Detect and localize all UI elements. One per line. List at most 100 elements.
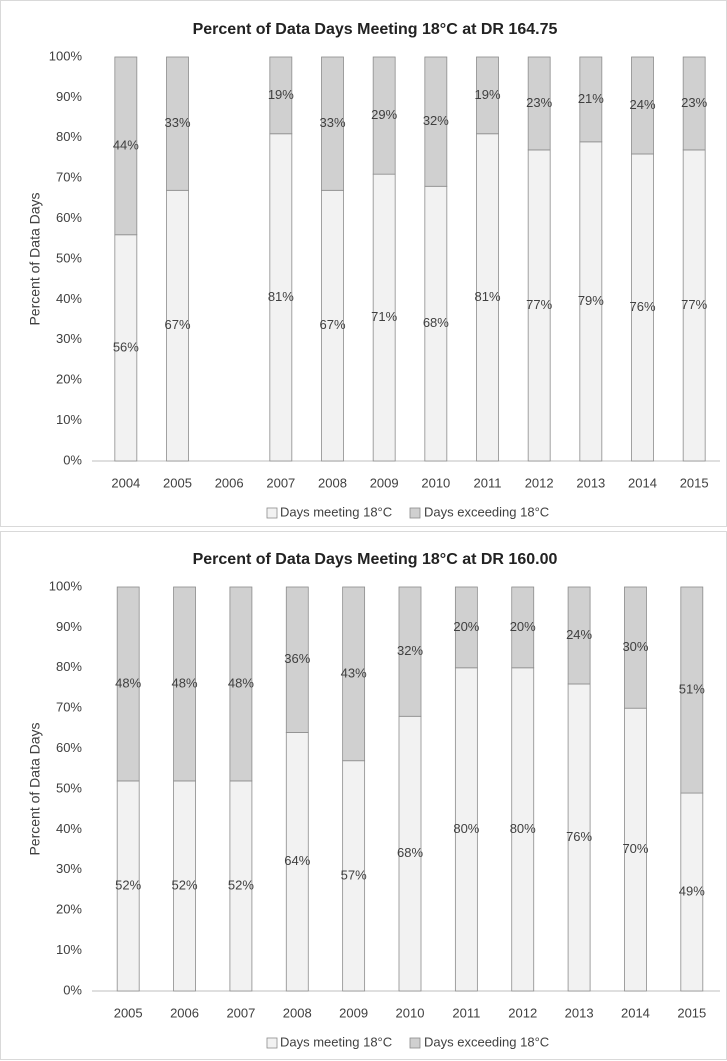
bar-segment [372, 56, 396, 175]
x-tick-label: 2005 [114, 1005, 143, 1020]
data-label: 24% [629, 97, 655, 112]
data-label: 71% [371, 309, 397, 324]
y-tick-label: 30% [56, 861, 82, 876]
x-tick-label: 2011 [474, 475, 502, 490]
data-label: 77% [526, 297, 552, 312]
x-tick-label: 2009 [339, 1005, 368, 1020]
y-tick-label: 100% [49, 578, 83, 593]
data-label: 21% [578, 91, 604, 106]
data-label: 33% [164, 115, 190, 130]
data-label: 77% [681, 297, 707, 312]
bar-segment [476, 56, 499, 135]
x-tick-label: 2007 [266, 475, 295, 490]
chart-title: Percent of Data Days Meeting 18°C at DR … [193, 21, 558, 38]
data-label: 81% [474, 289, 500, 304]
bar-segment [680, 586, 704, 794]
bar-segment [229, 586, 253, 782]
data-label: 30% [622, 639, 648, 654]
y-tick-label: 100% [49, 48, 83, 63]
data-label: 57% [341, 867, 367, 882]
x-tick-label: 2006 [215, 475, 244, 490]
data-label: 24% [566, 627, 592, 642]
legend-label: Days meeting 18°C [280, 1034, 392, 1049]
data-label: 48% [115, 675, 141, 690]
bar-segment [511, 586, 535, 669]
bar-segment [321, 56, 344, 191]
y-tick-label: 40% [56, 291, 82, 306]
y-tick-label: 90% [56, 89, 82, 104]
bar-segment [682, 56, 706, 151]
chart-frame [0, 0, 727, 527]
data-label: 51% [679, 681, 705, 696]
y-tick-label: 80% [56, 129, 82, 144]
data-label: 52% [115, 877, 141, 892]
legend-swatch [409, 1037, 421, 1049]
bar-segment [116, 586, 140, 782]
data-label: 68% [423, 315, 449, 330]
legend-label: Days exceeding 18°C [424, 1034, 549, 1049]
x-tick-label: 2008 [318, 475, 347, 490]
y-tick-label: 10% [56, 942, 82, 957]
y-tick-label: 20% [56, 372, 82, 387]
bar-segment [269, 56, 293, 135]
bar-segment [114, 56, 138, 236]
data-label: 49% [679, 883, 705, 898]
y-axis-label: Percent of Data Days [27, 192, 43, 325]
chart-title: Percent of Data Days Meeting 18°C at DR … [193, 551, 558, 568]
data-label: 79% [578, 293, 604, 308]
data-label: 81% [268, 289, 294, 304]
x-tick-label: 2013 [565, 1005, 594, 1020]
bar-segment [631, 56, 654, 155]
data-label: 43% [341, 665, 367, 680]
y-tick-label: 0% [63, 452, 82, 467]
data-label: 36% [284, 651, 310, 666]
bar-segment [454, 586, 478, 669]
bar-segment [173, 586, 196, 782]
x-tick-label: 2010 [421, 475, 450, 490]
bar-segment [579, 56, 603, 143]
y-tick-label: 70% [56, 170, 82, 185]
y-tick-label: 0% [63, 982, 82, 997]
data-label: 80% [453, 821, 479, 836]
y-tick-label: 60% [56, 740, 82, 755]
y-tick-label: 20% [56, 902, 82, 917]
data-label: 52% [172, 877, 198, 892]
y-tick-label: 40% [56, 821, 82, 836]
bar-segment [624, 586, 647, 709]
data-label: 23% [526, 95, 552, 110]
data-label: 76% [566, 829, 592, 844]
legend-swatch [409, 507, 421, 519]
bar-segment [342, 586, 366, 762]
legend-swatch [266, 1037, 278, 1049]
data-label: 19% [268, 87, 294, 102]
x-tick-label: 2012 [508, 1005, 537, 1020]
x-tick-label: 2014 [628, 475, 657, 490]
y-tick-label: 10% [56, 412, 82, 427]
x-tick-label: 2008 [283, 1005, 312, 1020]
data-label: 32% [397, 643, 423, 658]
bar-segment [285, 586, 309, 733]
x-tick-label: 2010 [396, 1005, 425, 1020]
legend-label: Days exceeding 18°C [424, 504, 549, 519]
data-label: 52% [228, 877, 254, 892]
data-label: 20% [510, 619, 536, 634]
x-tick-label: 2013 [576, 475, 605, 490]
x-tick-label: 2012 [525, 475, 554, 490]
y-tick-label: 60% [56, 210, 82, 225]
data-label: 68% [397, 845, 423, 860]
legend-label: Days meeting 18°C [280, 504, 392, 519]
y-tick-label: 50% [56, 780, 82, 795]
data-label: 20% [453, 619, 479, 634]
data-label: 48% [228, 675, 254, 690]
data-label: 44% [113, 137, 139, 152]
bar-segment [527, 56, 551, 151]
y-tick-label: 70% [56, 700, 82, 715]
data-label: 29% [371, 107, 397, 122]
data-label: 64% [284, 853, 310, 868]
bar-segment [398, 586, 422, 717]
y-tick-label: 80% [56, 659, 82, 674]
x-tick-label: 2005 [163, 475, 192, 490]
y-tick-label: 30% [56, 331, 82, 346]
x-tick-label: 2015 [680, 475, 709, 490]
